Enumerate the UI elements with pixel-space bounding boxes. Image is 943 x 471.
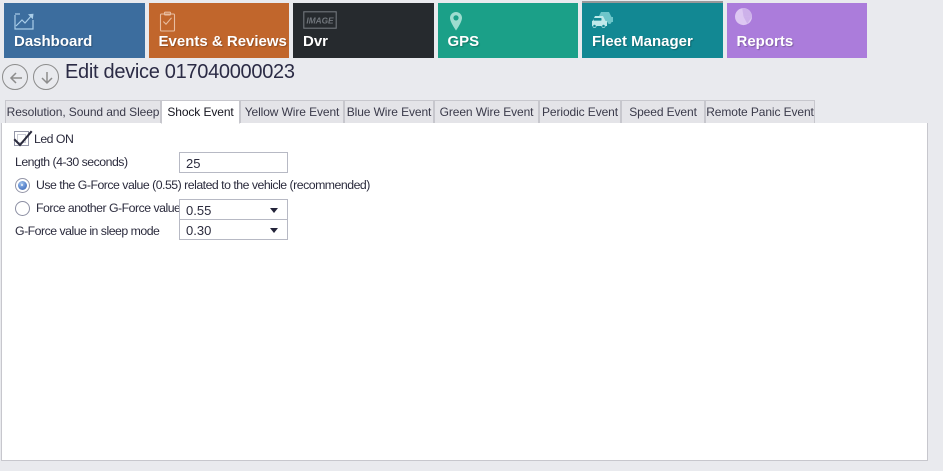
- svg-text:IMAGE: IMAGE: [306, 16, 334, 26]
